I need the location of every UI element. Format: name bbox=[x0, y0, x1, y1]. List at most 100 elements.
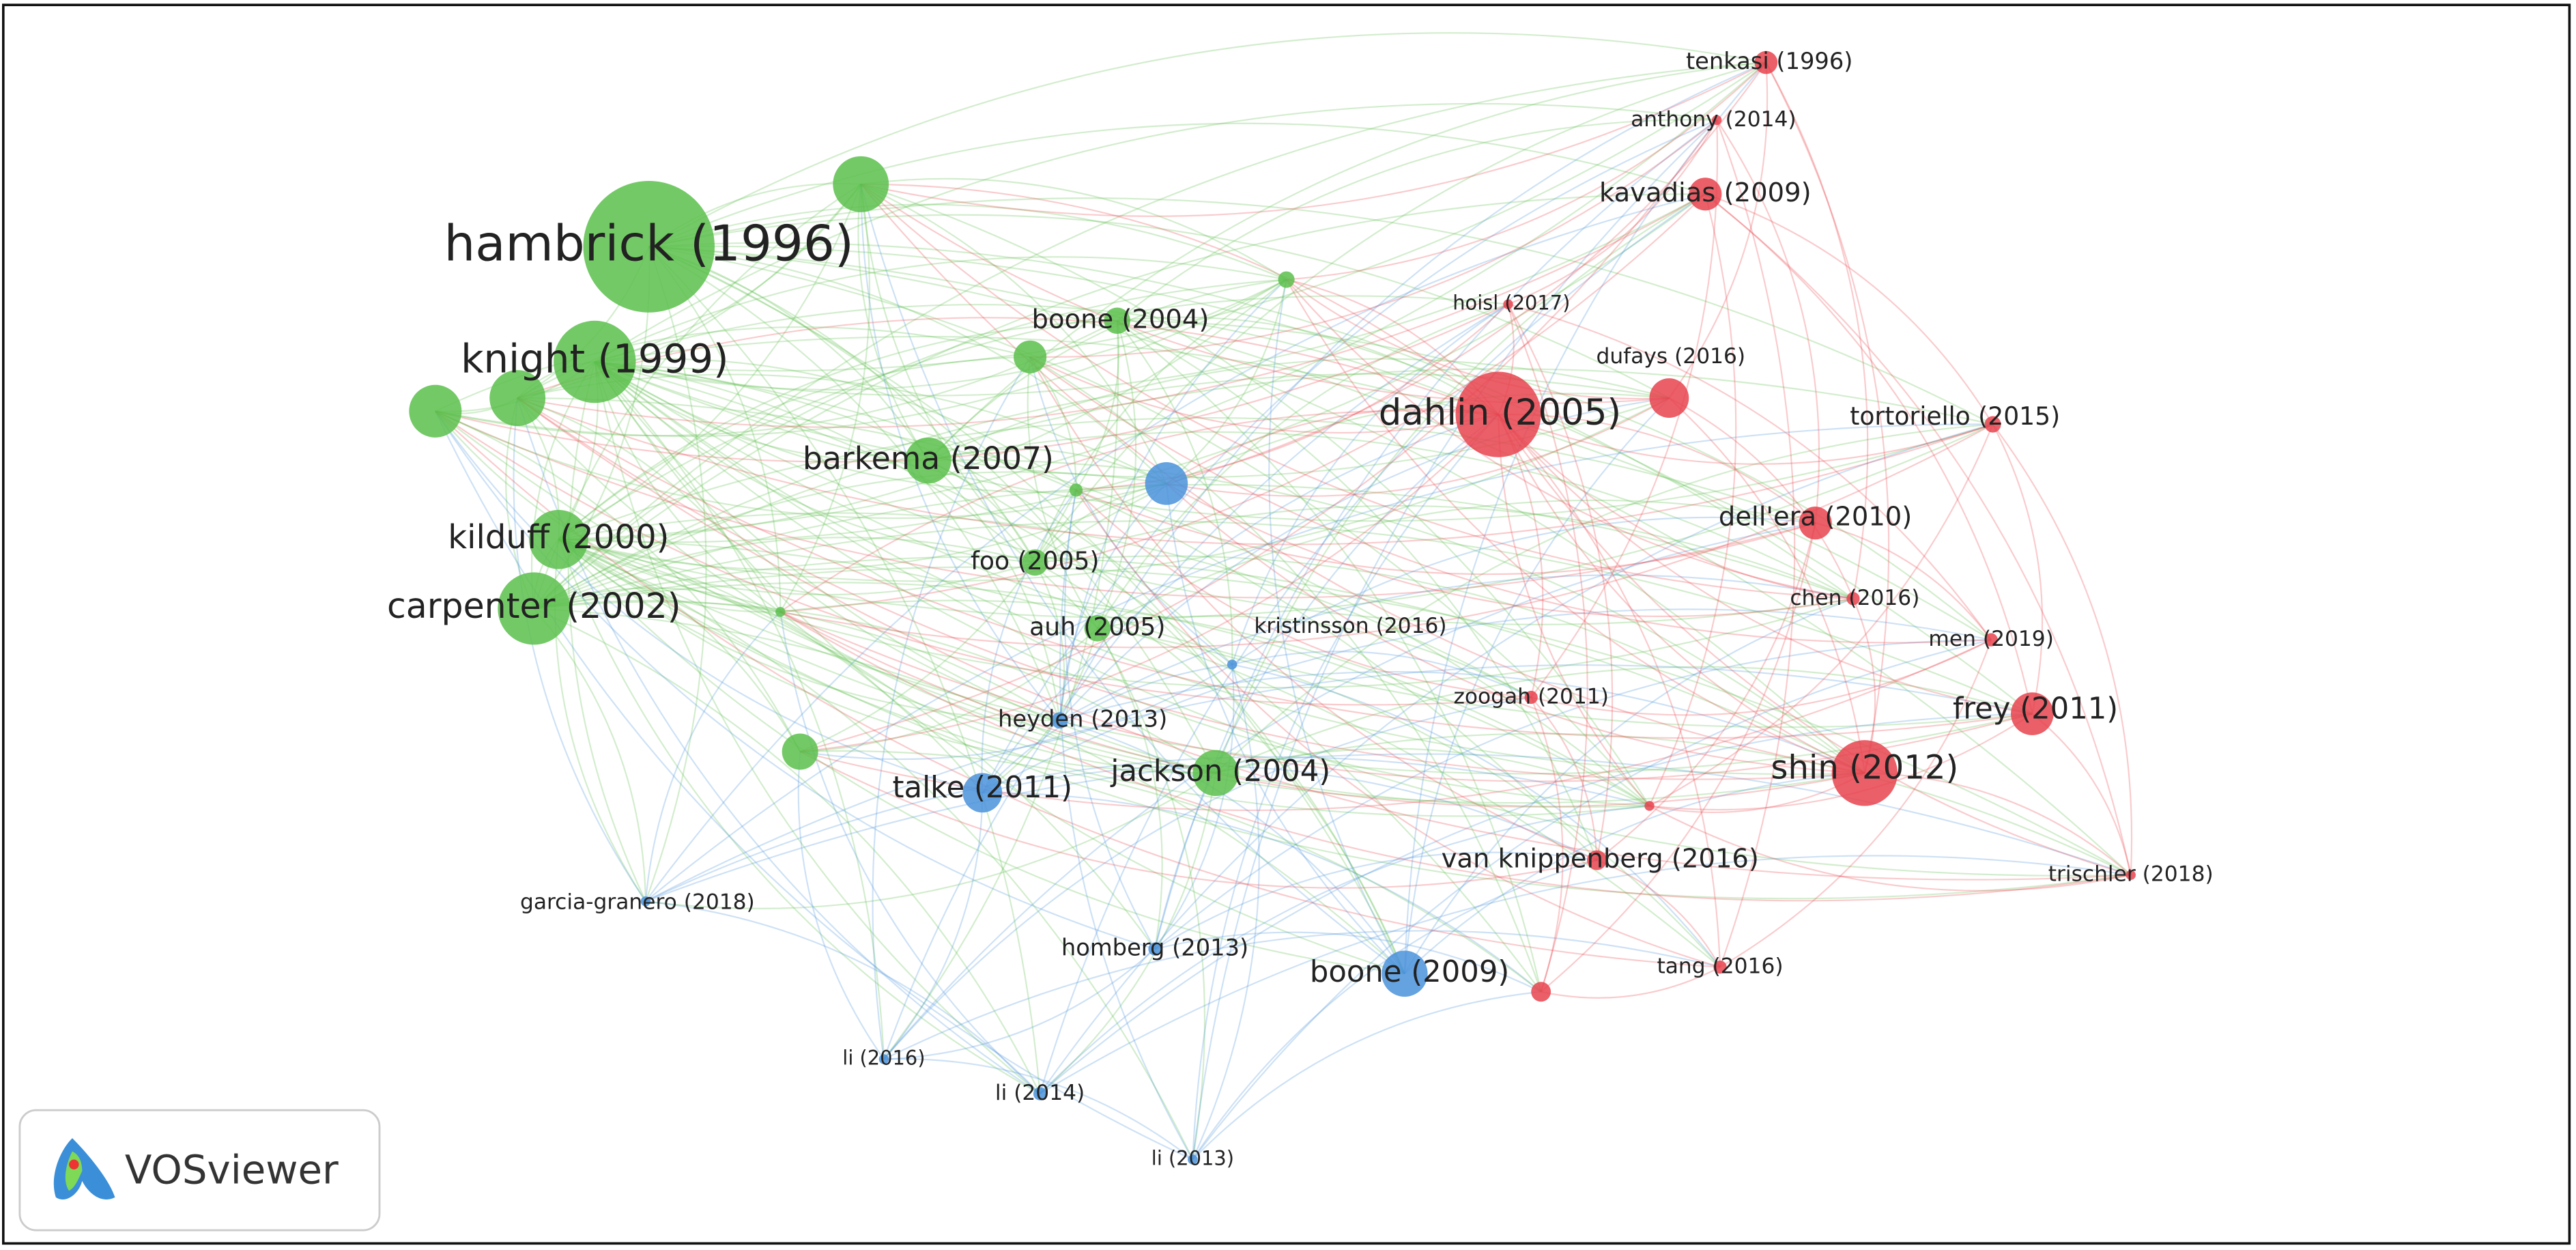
node bbox=[833, 156, 889, 212]
edge bbox=[594, 102, 1717, 363]
edge bbox=[1035, 555, 1865, 774]
node bbox=[1188, 1154, 1198, 1165]
edge bbox=[1541, 966, 1721, 999]
edge bbox=[1231, 664, 1721, 968]
node-label: homberg (2013) bbox=[1061, 935, 1248, 961]
edge bbox=[517, 397, 2033, 739]
edge bbox=[1029, 356, 1499, 434]
edge bbox=[860, 184, 1865, 774]
node bbox=[1846, 592, 1860, 606]
edge bbox=[981, 489, 1077, 793]
edge bbox=[860, 183, 1650, 807]
edge bbox=[558, 539, 1060, 722]
edge bbox=[860, 184, 1036, 563]
node bbox=[2011, 692, 2054, 735]
node bbox=[1689, 177, 1722, 211]
edge bbox=[595, 279, 1287, 391]
edge bbox=[1648, 194, 1737, 806]
edge bbox=[779, 184, 871, 612]
edge bbox=[1231, 516, 1816, 666]
node bbox=[1503, 299, 1513, 309]
node bbox=[489, 370, 546, 426]
edge bbox=[517, 397, 1865, 780]
node bbox=[1278, 271, 1295, 288]
edge bbox=[1508, 119, 1718, 305]
edge bbox=[1668, 397, 1865, 773]
node-label: hambrick (1996) bbox=[444, 215, 853, 272]
logo-box: VOSviewer bbox=[18, 1109, 381, 1232]
edge bbox=[861, 177, 1287, 281]
edge bbox=[558, 184, 862, 541]
edge bbox=[1192, 119, 1717, 1160]
edge bbox=[982, 765, 1597, 861]
edge bbox=[648, 246, 1036, 563]
edge bbox=[1215, 733, 2132, 876]
edge bbox=[648, 245, 2033, 715]
edge bbox=[1166, 483, 1865, 774]
edge bbox=[595, 61, 1767, 372]
edge bbox=[1192, 991, 1541, 1161]
edge bbox=[860, 183, 1167, 484]
edge bbox=[1154, 639, 1992, 950]
edge bbox=[1285, 279, 1865, 774]
edge bbox=[533, 556, 1865, 774]
edge bbox=[1117, 319, 1992, 641]
edge bbox=[517, 397, 1650, 807]
edge bbox=[1035, 505, 1854, 599]
node bbox=[775, 606, 786, 617]
edge bbox=[982, 664, 1233, 793]
edge bbox=[513, 397, 646, 902]
edge bbox=[517, 397, 1216, 774]
node-label: jackson (2004) bbox=[1110, 754, 1330, 789]
edge bbox=[517, 397, 2131, 881]
node bbox=[1148, 942, 1162, 956]
edge bbox=[779, 612, 1041, 1094]
edge bbox=[780, 193, 1706, 613]
edge bbox=[558, 483, 1167, 571]
edge bbox=[558, 539, 1721, 968]
edge bbox=[1165, 483, 1405, 975]
node-label: boone (2004) bbox=[1032, 304, 1210, 335]
node bbox=[1644, 801, 1655, 811]
node-label: knight (1999) bbox=[461, 336, 728, 382]
edge bbox=[1285, 279, 1854, 600]
edge bbox=[1530, 697, 1564, 993]
edge bbox=[982, 792, 1542, 993]
edge bbox=[1029, 356, 1233, 666]
edge bbox=[1704, 193, 2033, 714]
edge bbox=[1231, 303, 1509, 665]
edge bbox=[558, 356, 1031, 541]
edge bbox=[1154, 931, 1542, 993]
node bbox=[1984, 416, 2001, 433]
edge bbox=[558, 539, 2033, 775]
node-label: heyden (2013) bbox=[998, 706, 1167, 733]
node bbox=[1711, 115, 1722, 126]
edge bbox=[883, 320, 1119, 1060]
node-label: kilduff (2000) bbox=[448, 518, 669, 556]
edge bbox=[534, 599, 1061, 722]
node bbox=[1455, 371, 1541, 457]
edge bbox=[594, 361, 1060, 722]
node bbox=[1033, 1087, 1047, 1100]
edge bbox=[1508, 303, 1992, 640]
edge bbox=[434, 410, 781, 613]
edge bbox=[648, 246, 1865, 774]
edge bbox=[1039, 805, 1650, 1094]
edge bbox=[648, 242, 1854, 599]
edge bbox=[928, 459, 1865, 774]
edge bbox=[928, 431, 1854, 599]
edge bbox=[1096, 627, 1163, 950]
node-label: dufays (2016) bbox=[1596, 344, 1745, 369]
edge bbox=[517, 193, 1706, 429]
edge bbox=[645, 772, 1216, 909]
edge bbox=[1034, 561, 1405, 974]
edge bbox=[558, 423, 1994, 619]
edge bbox=[1530, 696, 1598, 861]
edge bbox=[558, 397, 1670, 582]
node bbox=[1227, 659, 1237, 670]
node-label: kavadias (2009) bbox=[1599, 177, 1812, 208]
edge bbox=[1029, 356, 1597, 862]
edges bbox=[434, 32, 2133, 1161]
edge bbox=[1034, 393, 1670, 563]
node-label: trischler (2018) bbox=[2048, 862, 2214, 887]
